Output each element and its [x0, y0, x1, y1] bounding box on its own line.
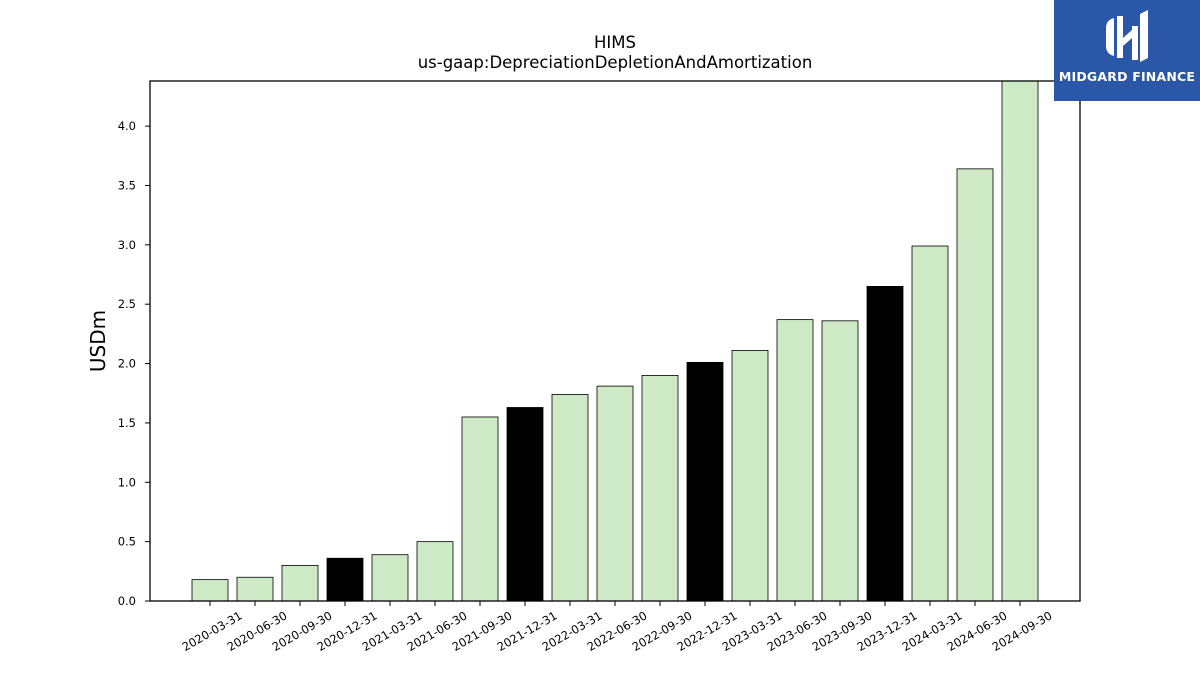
bar-2022-12-31 [686, 361, 724, 602]
logo-text: MIDGARD FINANCE [1058, 69, 1196, 84]
y-tick-label: 2.0 [118, 357, 136, 371]
plot-frame [149, 80, 1081, 602]
bar-2024-09-30 [1001, 80, 1039, 602]
y-tick-label: 4.0 [118, 119, 136, 133]
bar-2023-09-30 [821, 320, 859, 602]
bar-2022-03-31 [551, 394, 589, 602]
bar-2023-06-30 [776, 319, 814, 602]
bar-2021-06-30 [416, 541, 454, 602]
y-tick-label: 3.0 [118, 238, 136, 252]
bar-2020-09-30 [281, 564, 319, 602]
y-tick-label: 0.5 [118, 535, 136, 549]
bar-2021-09-30 [461, 416, 499, 602]
bars-group [191, 80, 1039, 602]
logo-mark-icon [1106, 10, 1148, 62]
bar-2024-03-31 [911, 245, 949, 602]
bar-2022-09-30 [641, 375, 679, 602]
bar-2023-03-31 [731, 350, 769, 602]
midgard-finance-logo: MIDGARD FINANCE [1054, 0, 1200, 101]
y-tick-label: 2.5 [118, 297, 136, 311]
bar-2023-12-31 [866, 285, 904, 602]
bar-2021-03-31 [371, 554, 409, 602]
y-axis-ticks: 0.0 0.5 1.0 1.5 2.0 2.5 3.0 3.5 4.0 [118, 119, 150, 608]
bar-2020-03-31 [191, 579, 229, 602]
y-tick-label: 1.0 [118, 475, 136, 489]
bar-2021-12-31 [506, 407, 544, 602]
chart-title: HIMS [594, 33, 636, 52]
bar-2022-06-30 [596, 385, 634, 602]
bar-2024-06-30 [956, 168, 994, 602]
y-tick-label: 3.5 [118, 178, 136, 192]
bar-2020-06-30 [236, 576, 274, 602]
chart-subtitle: us-gaap:DepreciationDepletionAndAmortiza… [418, 53, 813, 72]
x-axis-ticks: 2020-03-312020-06-302020-09-302020-12-31… [180, 601, 1055, 654]
y-tick-label: 1.5 [118, 416, 136, 430]
y-tick-label: 0.0 [118, 594, 136, 608]
y-axis-label: USDm [86, 310, 110, 372]
bar-2020-12-31 [326, 557, 364, 602]
